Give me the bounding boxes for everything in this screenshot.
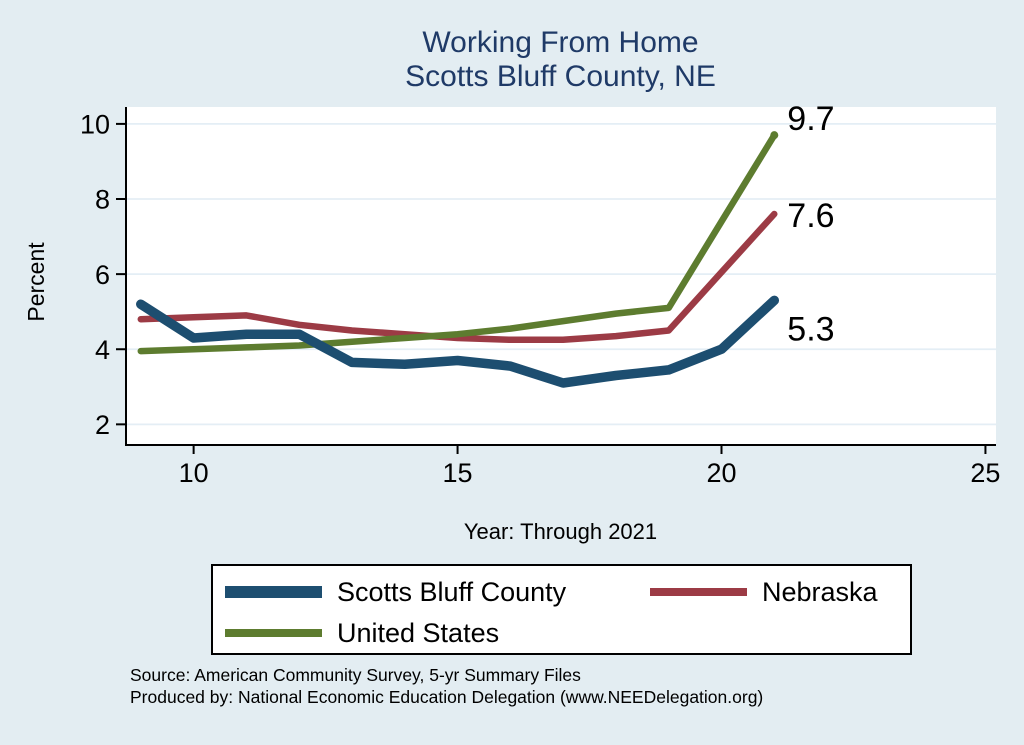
y-tick-label-10: 10 [80, 110, 110, 140]
legend-label-scotts-bluff-county: Scotts Bluff County [337, 576, 567, 607]
chart-title-line1: Working From Home [422, 26, 699, 59]
y-tick-label-2: 2 [95, 410, 110, 440]
legend-swatch-united-states [225, 629, 322, 637]
y-tick-label-6: 6 [95, 260, 110, 290]
series-line-united-states [137, 131, 778, 355]
legend-box: Scotts Bluff County Nebraska United Stat… [211, 564, 912, 655]
source-line: Source: American Community Survey, 5-yr … [130, 665, 581, 685]
x-tick-label-10: 10 [179, 458, 209, 488]
y-tick-label-8: 8 [95, 185, 110, 215]
source-note: Source: American Community Survey, 5-yr … [130, 664, 990, 708]
chart-title: Working From Home Scotts Bluff County, N… [125, 26, 996, 94]
series-end-label-scotts-bluff-county: 5.3 [787, 310, 834, 348]
legend-label-united-states: United States [337, 617, 500, 648]
legend-swatch-scotts-bluff-county [225, 586, 322, 598]
y-axis-title: Percent [23, 242, 49, 322]
x-tick-label-25: 25 [970, 458, 1000, 488]
legend-item-united-states: United States [225, 618, 499, 648]
y-tick-label-4: 4 [95, 335, 110, 365]
produced-by-line: Produced by: National Economic Education… [130, 687, 764, 707]
plot-area [125, 107, 996, 445]
series-end-label-united-states: 9.7 [787, 100, 834, 138]
legend-item-nebraska: Nebraska [650, 577, 878, 607]
x-tick-label-15: 15 [443, 458, 473, 488]
series-end-marker-united-states [770, 131, 779, 140]
series-end-label-nebraska: 7.6 [787, 197, 834, 235]
legend-item-scotts-bluff-county: Scotts Bluff County [225, 577, 566, 607]
legend-label-nebraska: Nebraska [762, 576, 878, 607]
legend-swatch-nebraska [650, 588, 747, 596]
x-axis-title: Year: Through 2021 [463, 519, 658, 544]
series-line-scotts-bluff-county [136, 295, 780, 388]
x-tick-label-20: 20 [706, 458, 736, 488]
chart-title-line2: Scotts Bluff County, NE [405, 60, 716, 93]
series-line-nebraska [137, 210, 778, 344]
